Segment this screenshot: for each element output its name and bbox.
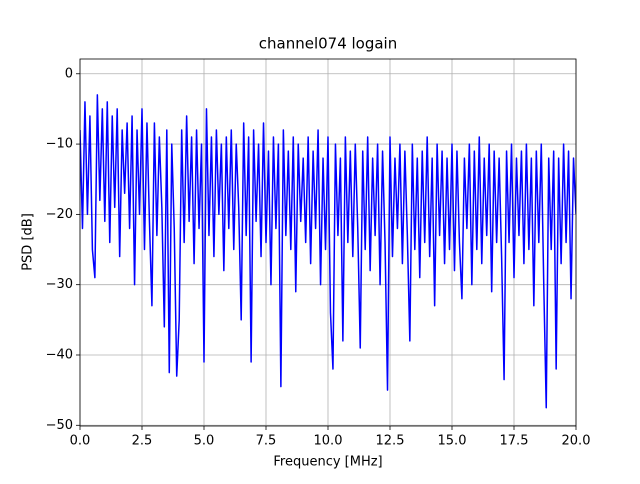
y-axis-label: PSD [dB] <box>21 213 36 271</box>
y-tick-label: −10 <box>46 137 73 152</box>
x-tick-label: 2.5 <box>132 434 153 449</box>
y-tick-label: −50 <box>46 418 73 433</box>
x-tick-label: 5.0 <box>194 434 215 449</box>
y-tick-label: −20 <box>46 207 73 222</box>
y-tick-label: 0 <box>65 66 73 81</box>
y-tick-label: −40 <box>46 347 73 362</box>
plot-frame <box>79 58 577 427</box>
x-tick-label: 7.5 <box>256 434 277 449</box>
x-tick-label: 15.0 <box>438 434 467 449</box>
x-tick-label: 12.5 <box>376 434 405 449</box>
x-tick-label: 20.0 <box>562 434 591 449</box>
x-tick-label: 10.0 <box>314 434 343 449</box>
chart-title: channel074 logain <box>259 35 398 53</box>
x-tick-label: 17.5 <box>500 434 529 449</box>
y-tick-label: −30 <box>46 277 73 292</box>
line-series <box>80 94 576 409</box>
x-axis-label: Frequency [MHz] <box>273 455 382 470</box>
x-tick-label: 0.0 <box>70 434 91 449</box>
